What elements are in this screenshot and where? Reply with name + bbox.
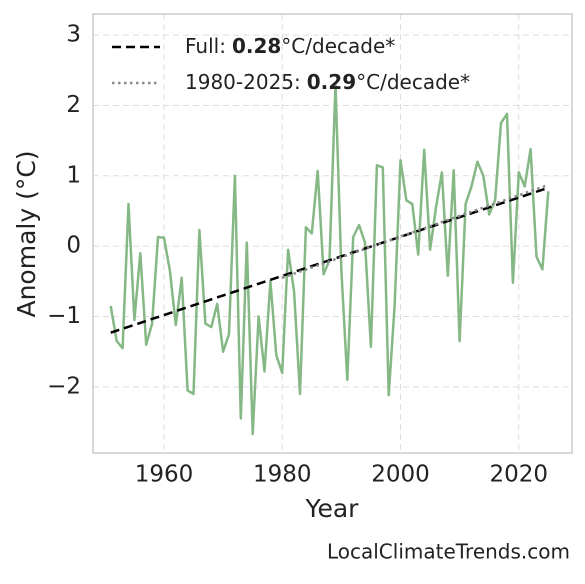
legend-entry: 1980-2025: 0.29°C/decade* [185, 70, 470, 94]
y-axis-label: Anomaly (°C) [12, 150, 41, 317]
legend-entry: Full: 0.28°C/decade* [185, 34, 395, 58]
legend-name: Full: [185, 34, 226, 58]
y-tick-label: 2 [66, 92, 81, 118]
footer: LocalClimateTrends.com [327, 540, 570, 564]
y-tick-label: 1 [66, 162, 81, 188]
legend-rate: 0.29 [307, 70, 356, 94]
x-tick-label: 2000 [371, 462, 430, 488]
marks [109, 83, 550, 436]
y-tick-label: 0 [66, 233, 81, 259]
legend-name: 1980-2025: [185, 70, 301, 94]
plot-frame [92, 13, 573, 454]
x-tick-label: 1980 [253, 462, 312, 488]
legend-rate: 0.28 [232, 34, 281, 58]
legend: Full: 0.28°C/decade*1980-2025: 0.29°C/deca… [112, 34, 470, 94]
y-tick-label: −1 [47, 303, 81, 329]
legend-unit: °C/decade* [281, 34, 395, 58]
ticks: −2 −1 0 1 2 3 1960 1980 2000 2020 [47, 22, 548, 488]
legend-unit: °C/decade* [356, 70, 470, 94]
y-tick-label: −2 [47, 373, 81, 399]
trend-line [281, 183, 549, 279]
x-tick-label: 2020 [490, 462, 549, 488]
x-axis-label: Year [305, 494, 360, 523]
x-tick-label: 1960 [135, 462, 194, 488]
y-tick-label: 3 [66, 22, 81, 48]
grid [93, 14, 572, 453]
